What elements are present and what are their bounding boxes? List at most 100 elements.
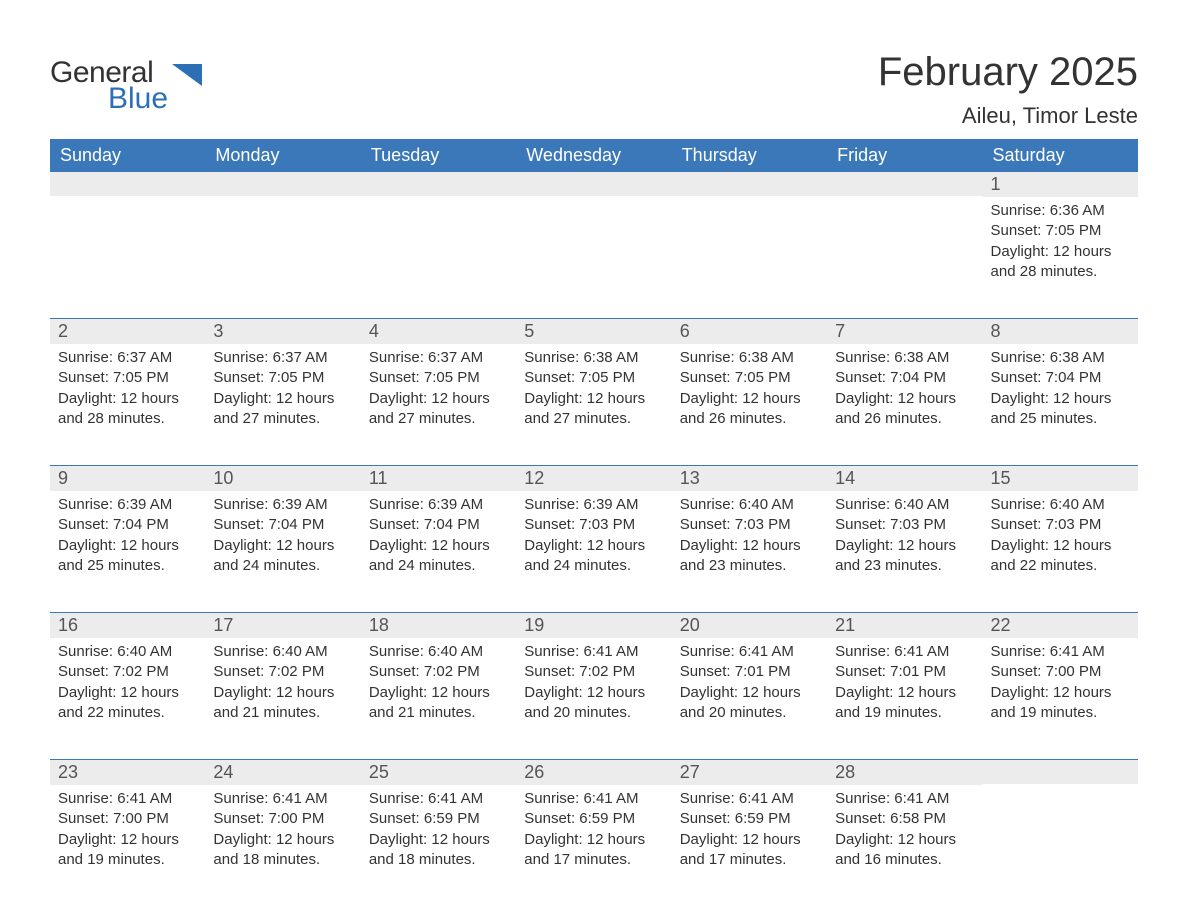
daylight-text: Daylight: 12 hours and 24 minutes. [524,536,663,577]
weeks-container: 1Sunrise: 6:36 AMSunset: 7:05 PMDaylight… [50,172,1138,878]
daylight-text: Daylight: 12 hours and 18 minutes. [213,830,352,871]
sunset-text: Sunset: 7:05 PM [213,368,352,388]
sunrise-text: Sunrise: 6:41 AM [835,789,974,809]
sunrise-text: Sunrise: 6:40 AM [991,495,1130,515]
day-number: 23 [50,760,205,785]
location-subtitle: Aileu, Timor Leste [878,103,1138,129]
day-number: 2 [50,319,205,344]
day-number: 10 [205,466,360,491]
daylight-text: Daylight: 12 hours and 20 minutes. [524,683,663,724]
sunset-text: Sunset: 7:05 PM [369,368,508,388]
sunset-text: Sunset: 7:05 PM [680,368,819,388]
sunset-text: Sunset: 7:05 PM [991,221,1130,241]
calendar-day: 13Sunrise: 6:40 AMSunset: 7:03 PMDayligh… [672,466,827,584]
sunrise-text: Sunrise: 6:39 AM [213,495,352,515]
daylight-text: Daylight: 12 hours and 27 minutes. [213,389,352,430]
sunset-text: Sunset: 7:01 PM [680,662,819,682]
sunrise-text: Sunrise: 6:38 AM [524,348,663,368]
daylight-text: Daylight: 12 hours and 19 minutes. [835,683,974,724]
day-number: 7 [827,319,982,344]
daylight-text: Daylight: 12 hours and 24 minutes. [213,536,352,577]
calendar-day: 14Sunrise: 6:40 AMSunset: 7:03 PMDayligh… [827,466,982,584]
day-number: 19 [516,613,671,638]
sunrise-text: Sunrise: 6:40 AM [680,495,819,515]
daylight-text: Daylight: 12 hours and 22 minutes. [58,683,197,724]
sunrise-text: Sunrise: 6:41 AM [680,789,819,809]
calendar-day: 10Sunrise: 6:39 AMSunset: 7:04 PMDayligh… [205,466,360,584]
day-number: 4 [361,319,516,344]
day-number: 13 [672,466,827,491]
calendar-week: 1 Sunrise: 6:36 AMSunset: 7:05 PMDaylight… [50,172,1138,290]
weekday-label: Friday [827,139,982,172]
day-number: 8 [983,319,1138,344]
logo: General Blue [50,50,202,114]
sunset-text: Sunset: 7:00 PM [58,809,197,829]
logo-blue-text: Blue [108,84,168,114]
calendar-day: 8Sunrise: 6:38 AMSunset: 7:04 PMDaylight… [983,319,1138,437]
sunrise-text: Sunrise: 6:40 AM [213,642,352,662]
day-number [50,172,205,196]
day-number: 11 [361,466,516,491]
sunrise-text: Sunrise: 6:40 AM [835,495,974,515]
day-number: 20 [672,613,827,638]
sunrise-text: Sunrise: 6:37 AM [58,348,197,368]
weekday-label: Saturday [983,139,1138,172]
sunrise-text: Sunrise: 6:36 AM [991,201,1130,221]
title-block: February 2025 Aileu, Timor Leste [878,50,1138,129]
calendar-week: 9Sunrise: 6:39 AMSunset: 7:04 PMDaylight… [50,465,1138,584]
sunset-text: Sunset: 7:03 PM [524,515,663,535]
daylight-text: Daylight: 12 hours and 26 minutes. [680,389,819,430]
daylight-text: Daylight: 12 hours and 23 minutes. [680,536,819,577]
daylight-text: Daylight: 12 hours and 27 minutes. [369,389,508,430]
daylight-text: Daylight: 12 hours and 19 minutes. [58,830,197,871]
calendar-day: 1 Sunrise: 6:36 AMSunset: 7:05 PMDaylight… [983,172,1138,290]
calendar-day [672,172,827,290]
calendar-day [50,172,205,290]
calendar-day [205,172,360,290]
sunrise-text: Sunrise: 6:41 AM [680,642,819,662]
calendar-day: 21Sunrise: 6:41 AMSunset: 7:01 PMDayligh… [827,613,982,731]
weekday-header-row: Sunday Monday Tuesday Wednesday Thursday… [50,139,1138,172]
sunrise-text: Sunrise: 6:41 AM [58,789,197,809]
sunrise-text: Sunrise: 6:40 AM [369,642,508,662]
daylight-text: Daylight: 12 hours and 20 minutes. [680,683,819,724]
day-number: 27 [672,760,827,785]
sunset-text: Sunset: 7:01 PM [835,662,974,682]
calendar-day: 9Sunrise: 6:39 AMSunset: 7:04 PMDaylight… [50,466,205,584]
sunrise-text: Sunrise: 6:41 AM [524,789,663,809]
day-number [361,172,516,196]
day-number: 26 [516,760,671,785]
day-number [205,172,360,196]
day-number: 18 [361,613,516,638]
day-number: 15 [983,466,1138,491]
calendar-day [983,760,1138,878]
daylight-text: Daylight: 12 hours and 17 minutes. [524,830,663,871]
sunset-text: Sunset: 7:02 PM [58,662,197,682]
sunset-text: Sunset: 7:05 PM [524,368,663,388]
sunset-text: Sunset: 6:59 PM [524,809,663,829]
weekday-label: Wednesday [516,139,671,172]
sunset-text: Sunset: 7:00 PM [991,662,1130,682]
sunset-text: Sunset: 7:02 PM [213,662,352,682]
sunset-text: Sunset: 6:59 PM [680,809,819,829]
day-number [827,172,982,196]
calendar-day [827,172,982,290]
calendar-day: 17Sunrise: 6:40 AMSunset: 7:02 PMDayligh… [205,613,360,731]
weekday-label: Sunday [50,139,205,172]
calendar-day: 28Sunrise: 6:41 AMSunset: 6:58 PMDayligh… [827,760,982,878]
calendar-day: 7Sunrise: 6:38 AMSunset: 7:04 PMDaylight… [827,319,982,437]
sunrise-text: Sunrise: 6:38 AM [680,348,819,368]
day-number: 12 [516,466,671,491]
sunset-text: Sunset: 7:02 PM [524,662,663,682]
calendar-week: 16Sunrise: 6:40 AMSunset: 7:02 PMDayligh… [50,612,1138,731]
calendar-day [361,172,516,290]
day-number: 1 [983,172,1138,197]
day-number: 5 [516,319,671,344]
daylight-text: Daylight: 12 hours and 28 minutes. [991,242,1130,283]
header: General Blue February 2025 Aileu, Timor … [50,50,1138,129]
daylight-text: Daylight: 12 hours and 16 minutes. [835,830,974,871]
daylight-text: Daylight: 12 hours and 21 minutes. [369,683,508,724]
sunrise-text: Sunrise: 6:38 AM [991,348,1130,368]
day-number: 22 [983,613,1138,638]
sunrise-text: Sunrise: 6:39 AM [369,495,508,515]
